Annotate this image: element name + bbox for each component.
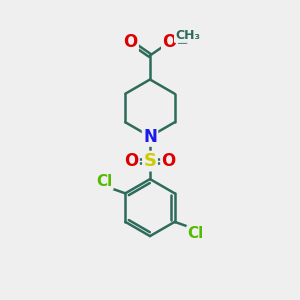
Text: O: O [124, 152, 139, 170]
Text: O: O [161, 152, 176, 170]
Text: N: N [143, 128, 157, 146]
Text: CH₃: CH₃ [175, 29, 200, 42]
Text: Cl: Cl [188, 226, 204, 241]
Text: Cl: Cl [96, 174, 112, 189]
Text: O: O [123, 33, 138, 51]
Text: S: S [143, 152, 157, 170]
Text: O: O [162, 33, 177, 51]
